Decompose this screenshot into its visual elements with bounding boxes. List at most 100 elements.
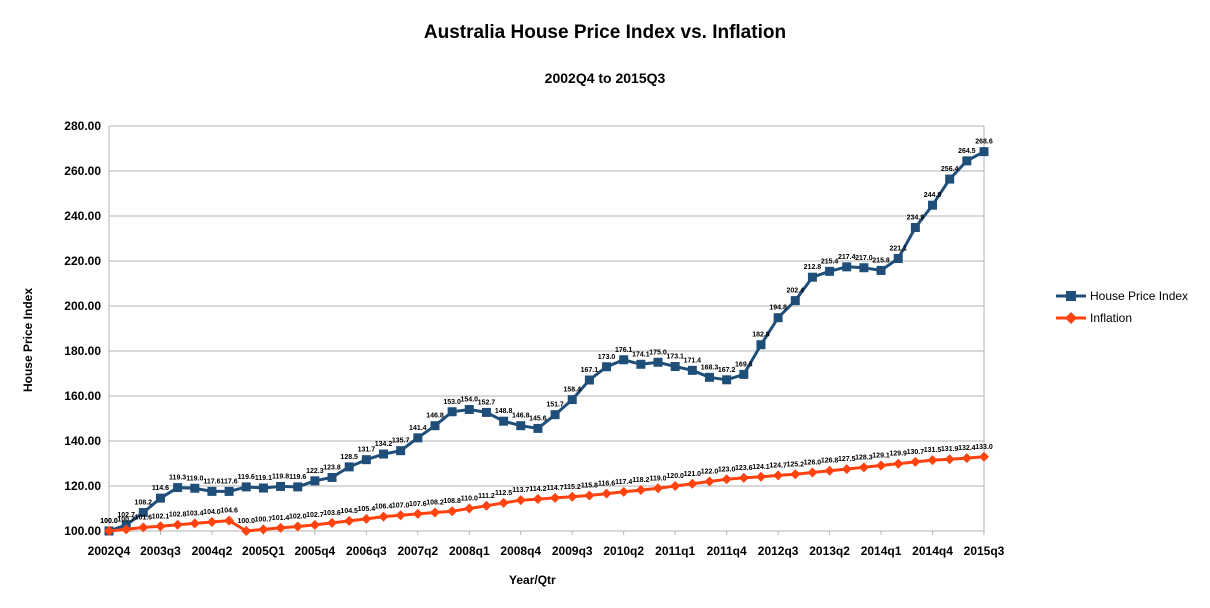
data-label-inflation: 100.7 bbox=[255, 516, 273, 523]
data-label-inflation: 117.4 bbox=[615, 479, 632, 486]
point-inflation bbox=[584, 490, 595, 501]
data-label-house-price-index: 217.4 bbox=[838, 254, 856, 261]
legend-label-house-price-index: House Price Index bbox=[1090, 289, 1189, 303]
data-label-house-price-index: 268.6 bbox=[975, 139, 993, 146]
legend-marker-diamond-icon bbox=[1056, 312, 1086, 324]
point-inflation bbox=[618, 486, 629, 497]
x-tick-label: 2008q1 bbox=[449, 544, 490, 558]
point-inflation bbox=[944, 454, 955, 465]
data-label-house-price-index: 174.1 bbox=[632, 351, 650, 358]
y-tick-label: 100.00 bbox=[64, 524, 101, 538]
point-house-price-index bbox=[327, 472, 337, 482]
data-label-inflation: 123.0 bbox=[718, 466, 736, 473]
data-label-house-price-index: 234.9 bbox=[907, 214, 925, 221]
y-tick-label: 220.00 bbox=[64, 254, 101, 268]
data-label-house-price-index: 194.8 bbox=[769, 305, 787, 312]
grid-lines bbox=[108, 125, 985, 532]
data-label-inflation: 124.7 bbox=[769, 462, 787, 469]
data-label-house-price-index: 244.8 bbox=[924, 192, 942, 199]
data-label-house-price-index: 123.8 bbox=[323, 464, 341, 471]
data-label-inflation: 111.2 bbox=[478, 493, 495, 500]
data-label-house-price-index: 108.2 bbox=[135, 500, 153, 507]
data-label-house-price-index: 202.4 bbox=[787, 288, 805, 295]
data-label-house-price-index: 117.6 bbox=[221, 478, 238, 485]
data-label-inflation: 123.6 bbox=[735, 465, 753, 472]
point-inflation bbox=[412, 508, 423, 519]
point-house-price-index bbox=[636, 359, 646, 369]
point-inflation bbox=[206, 517, 217, 527]
data-label-house-price-index: 119.6 bbox=[289, 474, 306, 481]
legend-item-house-price-index[interactable]: House Price Index bbox=[1056, 285, 1188, 307]
data-label-inflation: 102.0 bbox=[289, 514, 307, 521]
point-house-price-index bbox=[224, 486, 234, 496]
x-tick-label: 2014q1 bbox=[861, 544, 902, 558]
point-house-price-index bbox=[893, 254, 903, 264]
data-label-inflation: 103.4 bbox=[186, 510, 204, 517]
x-tick-label: 2011q4 bbox=[707, 544, 747, 558]
point-inflation bbox=[241, 526, 252, 536]
data-label-house-price-index: 119.6 bbox=[238, 474, 255, 481]
point-house-price-index bbox=[430, 421, 440, 431]
data-label-inflation: 113.7 bbox=[512, 487, 529, 494]
point-house-price-index bbox=[464, 405, 474, 414]
point-inflation bbox=[378, 511, 389, 522]
point-house-price-index bbox=[653, 357, 663, 367]
point-house-price-index bbox=[344, 462, 354, 472]
point-inflation bbox=[172, 519, 183, 530]
point-house-price-index bbox=[447, 407, 457, 417]
point-house-price-index bbox=[790, 296, 800, 306]
x-tick-label: 2004q2 bbox=[192, 544, 233, 558]
data-label-inflation: 104.6 bbox=[220, 508, 238, 515]
data-label-inflation: 108.8 bbox=[443, 498, 461, 505]
data-label-house-price-index: 171.4 bbox=[684, 357, 702, 364]
point-house-price-index bbox=[293, 482, 303, 492]
data-label-house-price-index: 215.4 bbox=[821, 258, 839, 265]
data-label-house-price-index: 148.8 bbox=[495, 408, 513, 415]
point-inflation bbox=[155, 521, 166, 532]
point-house-price-index bbox=[979, 147, 989, 157]
point-house-price-index bbox=[533, 423, 543, 433]
data-label-house-price-index: 175.0 bbox=[649, 349, 667, 356]
point-inflation bbox=[292, 521, 303, 532]
data-label-house-price-index: 145.6 bbox=[529, 415, 547, 422]
point-house-price-index bbox=[670, 362, 680, 372]
point-inflation bbox=[910, 456, 921, 467]
point-inflation bbox=[721, 474, 732, 485]
data-label-house-price-index: 114.6 bbox=[152, 485, 169, 492]
data-label-inflation: 100.0 bbox=[237, 518, 255, 525]
data-label-inflation: 126.8 bbox=[821, 458, 839, 465]
point-house-price-index bbox=[138, 508, 148, 518]
data-label-house-price-index: 169.6 bbox=[735, 361, 753, 368]
point-house-price-index bbox=[276, 481, 286, 491]
point-house-price-index bbox=[584, 375, 594, 385]
data-label-inflation: 104.5 bbox=[340, 508, 358, 515]
point-house-price-index bbox=[361, 455, 371, 465]
data-label-inflation: 108.2 bbox=[426, 500, 444, 507]
point-house-price-index bbox=[722, 375, 732, 385]
data-label-inflation: 130.7 bbox=[907, 449, 925, 456]
data-label-inflation: 131.9 bbox=[941, 446, 959, 453]
legend-marker-square-icon bbox=[1056, 291, 1086, 301]
data-label-house-price-index: 217.0 bbox=[855, 255, 873, 262]
y-tick-label: 200.00 bbox=[64, 299, 101, 313]
data-label-house-price-index: 117.6 bbox=[203, 478, 220, 485]
point-inflation bbox=[927, 455, 938, 466]
point-house-price-index bbox=[396, 446, 406, 456]
data-label-house-price-index: 182.8 bbox=[752, 332, 770, 339]
point-inflation bbox=[121, 524, 132, 535]
data-label-house-price-index: 256.4 bbox=[941, 166, 959, 173]
point-inflation bbox=[807, 467, 818, 478]
point-house-price-index bbox=[928, 200, 938, 210]
point-house-price-index bbox=[756, 340, 766, 350]
point-inflation bbox=[979, 451, 989, 462]
legend-item-inflation[interactable]: Inflation bbox=[1056, 307, 1188, 329]
data-label-inflation: 107.0 bbox=[392, 502, 410, 509]
point-house-price-index bbox=[687, 365, 697, 375]
data-label-inflation: 110.0 bbox=[461, 496, 478, 503]
data-label-house-price-index: 212.8 bbox=[804, 264, 822, 271]
point-house-price-index bbox=[190, 483, 200, 493]
x-tick-label: 2005Q1 bbox=[242, 544, 285, 558]
point-inflation bbox=[824, 465, 835, 476]
point-inflation bbox=[601, 488, 612, 499]
